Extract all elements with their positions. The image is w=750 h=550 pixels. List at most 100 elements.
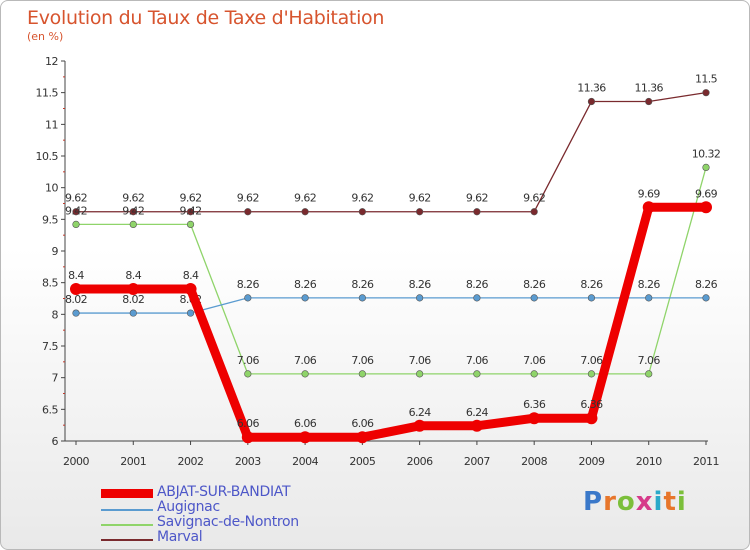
data-label: 6.06 <box>294 417 317 430</box>
data-label: 6.24 <box>466 406 489 419</box>
data-label: 9.62 <box>294 192 316 205</box>
proxiti-logo: Proxiti <box>583 487 687 517</box>
data-label: 8.26 <box>409 278 432 291</box>
data-point <box>301 208 309 216</box>
data-point <box>702 89 710 97</box>
x-tick-label: 2006 <box>407 455 433 468</box>
data-label: 6.06 <box>237 417 260 430</box>
legend-label: Augignac <box>157 499 220 515</box>
data-label: 7.06 <box>638 354 661 367</box>
legend-swatch <box>101 539 153 541</box>
data-label: 6.24 <box>409 406 432 419</box>
data-point <box>587 294 596 302</box>
data-label: 11.36 <box>577 82 606 95</box>
data-label: 8.02 <box>65 293 87 306</box>
data-point <box>72 208 80 216</box>
y-tick-label: 12 <box>45 55 58 68</box>
legend-swatch <box>101 489 153 498</box>
data-label: 11.36 <box>634 82 663 95</box>
data-point <box>473 294 481 302</box>
data-point <box>530 294 538 302</box>
logo-letter: i <box>676 487 687 517</box>
data-label: 9.62 <box>179 192 201 205</box>
data-point <box>530 208 538 216</box>
data-label: 9.42 <box>122 204 144 217</box>
data-point <box>72 220 80 228</box>
y-tick-label: 7 <box>52 372 59 385</box>
data-point <box>186 309 195 317</box>
y-tick-label: 7.5 <box>42 340 58 353</box>
legend-label: Marval <box>157 529 203 545</box>
legend-label: ABJAT-SUR-BANDIAT <box>157 484 291 500</box>
series-line <box>75 297 707 314</box>
x-tick-label: 2004 <box>292 455 318 468</box>
data-point <box>301 370 309 378</box>
y-tick-label: 10.5 <box>36 150 59 163</box>
data-point <box>587 97 596 106</box>
data-point <box>642 201 655 214</box>
data-point <box>356 431 369 444</box>
data-label: 7.06 <box>466 354 489 367</box>
data-label: 11.5 <box>695 73 718 86</box>
data-label: 9.62 <box>237 192 259 205</box>
data-label: 8.26 <box>466 278 489 291</box>
data-label: 6.06 <box>351 417 374 430</box>
series-line <box>71 202 711 442</box>
data-label: 9.62 <box>409 192 431 205</box>
x-tick-label: 2008 <box>521 455 547 468</box>
data-label: 8.26 <box>580 278 603 291</box>
data-label: 8.02 <box>122 293 144 306</box>
legend-label: Savignac-de-Nontron <box>157 514 299 530</box>
x-tick-label: 2000 <box>63 455 89 468</box>
data-point <box>645 294 653 302</box>
data-label: 7.06 <box>523 354 546 367</box>
data-point <box>129 208 137 216</box>
x-tick-label: 2002 <box>178 455 204 468</box>
data-point <box>358 294 366 302</box>
chart-subtitle: (en %) <box>27 30 64 43</box>
data-point <box>244 370 252 378</box>
logo-letter: x <box>635 487 654 517</box>
data-point <box>530 370 538 378</box>
data-point <box>244 294 252 302</box>
data-label: 6.36 <box>580 398 603 411</box>
data-point <box>358 208 366 216</box>
data-label: 9.62 <box>122 192 144 205</box>
x-tick-label: 2010 <box>636 455 662 468</box>
y-tick-label: 8 <box>52 308 59 321</box>
data-point <box>186 208 195 216</box>
data-point <box>645 370 653 378</box>
data-label: 8.4 <box>183 269 199 282</box>
data-label: 10.32 <box>692 147 721 160</box>
data-point <box>72 309 80 317</box>
x-tick-label: 2003 <box>235 455 261 468</box>
data-label: 8.26 <box>237 278 260 291</box>
legend-swatch <box>101 509 153 511</box>
x-tick-label: 2011 <box>693 455 719 468</box>
y-tick-label: 10 <box>45 182 58 195</box>
data-point <box>301 294 309 302</box>
x-tick-label: 2009 <box>578 455 604 468</box>
data-point <box>473 208 481 216</box>
data-point <box>587 370 596 378</box>
data-label: 8.26 <box>351 278 374 291</box>
data-label: 8.4 <box>68 269 84 282</box>
x-tick-label: 2007 <box>464 455 490 468</box>
data-label: 7.06 <box>237 354 260 367</box>
y-tick-label: 11 <box>45 118 58 131</box>
data-point <box>645 97 653 106</box>
data-label: 8.26 <box>638 278 661 291</box>
y-tick-label: 8.5 <box>42 277 58 290</box>
data-label: 9.62 <box>466 192 488 205</box>
data-label: 7.06 <box>351 354 374 367</box>
data-label: 9.62 <box>523 192 545 205</box>
data-point <box>702 163 710 171</box>
data-point <box>528 412 541 425</box>
data-point <box>127 283 140 295</box>
data-label: 8.26 <box>523 278 546 291</box>
x-tick-label: 2005 <box>349 455 375 468</box>
y-tick-label: 9 <box>52 245 59 258</box>
y-tick-label: 9.5 <box>42 213 58 226</box>
data-point <box>413 419 426 432</box>
